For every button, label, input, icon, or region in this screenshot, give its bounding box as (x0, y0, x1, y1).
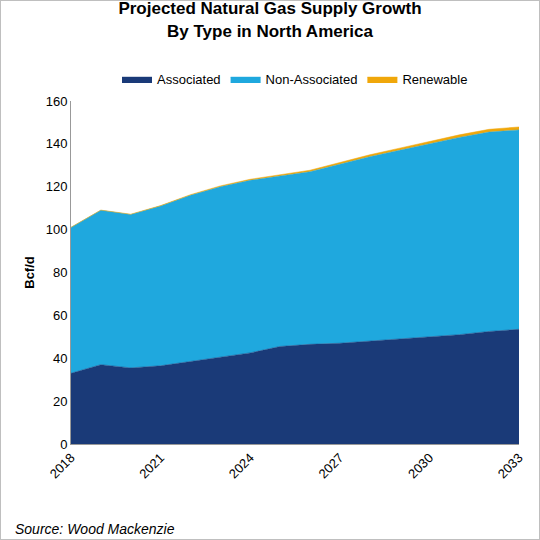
svg-text:2030: 2030 (405, 450, 436, 481)
svg-text:40: 40 (53, 351, 67, 366)
svg-text:Source: Wood Mackenzie: Source: Wood Mackenzie (15, 521, 175, 537)
svg-text:20: 20 (53, 394, 67, 409)
svg-text:120: 120 (46, 179, 68, 194)
svg-text:Projected Natural Gas Supply G: Projected Natural Gas Supply GrowthBy Ty… (118, 1, 421, 41)
svg-text:2018: 2018 (47, 450, 78, 481)
svg-text:60: 60 (53, 308, 67, 323)
svg-text:80: 80 (53, 265, 67, 280)
svg-text:0: 0 (60, 437, 67, 452)
svg-text:Associated: Associated (157, 72, 221, 87)
svg-text:160: 160 (46, 94, 68, 109)
svg-text:100: 100 (46, 222, 68, 237)
svg-text:Bcf/d: Bcf/d (22, 256, 37, 289)
svg-text:2033: 2033 (495, 450, 526, 481)
svg-text:140: 140 (46, 136, 68, 151)
svg-text:Renewable: Renewable (402, 72, 467, 87)
svg-text:2021: 2021 (136, 450, 167, 481)
svg-text:Non-Associated: Non-Associated (266, 72, 358, 87)
svg-text:2024: 2024 (226, 450, 257, 481)
svg-text:2027: 2027 (315, 450, 346, 481)
